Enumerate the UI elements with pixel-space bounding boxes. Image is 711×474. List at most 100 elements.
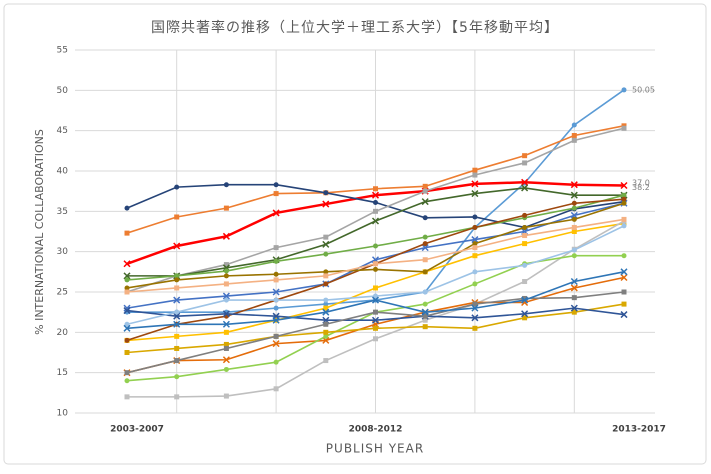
- marker: [373, 243, 378, 249]
- marker: [522, 315, 528, 321]
- marker: [273, 245, 279, 251]
- marker: [570, 181, 578, 189]
- marker: [620, 268, 628, 276]
- marker: [272, 209, 280, 217]
- marker: [173, 320, 181, 328]
- marker: [422, 301, 428, 307]
- marker: [422, 313, 428, 319]
- marker: [571, 122, 577, 128]
- marker: [174, 309, 180, 315]
- marker: [323, 301, 329, 307]
- marker: [472, 269, 478, 275]
- marker: [322, 336, 330, 344]
- marker: [472, 214, 478, 220]
- marker: [621, 87, 627, 93]
- marker: [124, 277, 130, 283]
- marker: [174, 394, 180, 400]
- marker: [173, 296, 181, 304]
- marker: [472, 301, 478, 307]
- marker: [222, 356, 230, 364]
- marker: [371, 217, 380, 225]
- marker: [323, 305, 329, 311]
- marker: [273, 258, 279, 264]
- marker: [371, 316, 380, 324]
- marker: [123, 324, 131, 332]
- marker: [522, 224, 528, 230]
- y-axis-label: % INTERNATIONAL COLLABORATIONS: [33, 129, 46, 335]
- marker: [273, 333, 279, 339]
- marker: [323, 297, 329, 303]
- y-tick-label: 10: [57, 409, 69, 419]
- marker: [521, 310, 529, 318]
- marker: [621, 125, 627, 131]
- marker: [174, 345, 180, 351]
- marker: [174, 374, 180, 380]
- marker: [620, 273, 628, 282]
- marker: [521, 296, 529, 304]
- marker: [373, 266, 378, 272]
- marker: [273, 297, 279, 303]
- marker: [223, 297, 229, 303]
- marker: [570, 277, 578, 286]
- lines: [123, 87, 628, 400]
- marker: [620, 181, 628, 190]
- marker: [124, 285, 130, 291]
- marker: [273, 191, 279, 197]
- marker: [174, 277, 180, 283]
- marker: [222, 320, 230, 328]
- marker: [373, 261, 378, 267]
- marker: [621, 196, 627, 202]
- marker: [471, 304, 479, 312]
- marker: [124, 205, 130, 211]
- marker: [571, 205, 577, 211]
- marker: [222, 310, 230, 318]
- marker: [620, 311, 628, 319]
- marker: [422, 183, 428, 189]
- marker: [373, 309, 378, 315]
- marker: [422, 269, 428, 275]
- y-tick-label: 45: [57, 126, 68, 136]
- marker: [472, 172, 478, 178]
- marker: [373, 199, 378, 205]
- marker: [322, 200, 330, 208]
- marker: [422, 188, 428, 194]
- marker: [571, 200, 577, 206]
- marker: [373, 208, 378, 214]
- y-tick-label: 50: [57, 86, 69, 96]
- marker: [223, 281, 229, 287]
- y-tick-label: 35: [57, 207, 68, 217]
- annotation: 37.0: [632, 179, 650, 188]
- marker: [471, 314, 479, 322]
- marker: [621, 216, 627, 222]
- y-tick-label: 55: [57, 46, 68, 56]
- marker: [522, 241, 528, 247]
- marker: [174, 285, 180, 291]
- marker: [174, 273, 180, 279]
- marker: [323, 190, 329, 196]
- marker: [273, 277, 279, 283]
- marker: [472, 245, 478, 251]
- marker: [373, 325, 378, 331]
- marker: [472, 224, 478, 230]
- marker: [621, 200, 627, 206]
- marker: [421, 308, 429, 316]
- marker: [471, 180, 479, 188]
- x-tick-label: 2013-2017: [612, 425, 666, 435]
- marker: [471, 190, 479, 198]
- marker: [323, 321, 329, 327]
- marker: [571, 224, 577, 230]
- marker: [521, 178, 529, 186]
- marker: [222, 232, 230, 240]
- marker: [522, 212, 528, 218]
- marker: [273, 182, 279, 188]
- marker: [522, 233, 528, 239]
- marker: [571, 309, 577, 315]
- marker: [124, 230, 130, 236]
- marker: [223, 345, 229, 351]
- chart-title: 国際共著率の推移（上位大学＋理工系大学）【5年移動平均】: [151, 19, 559, 36]
- marker: [223, 393, 229, 399]
- y-tick-label: 40: [57, 167, 69, 177]
- marker: [621, 301, 627, 307]
- marker: [173, 242, 181, 250]
